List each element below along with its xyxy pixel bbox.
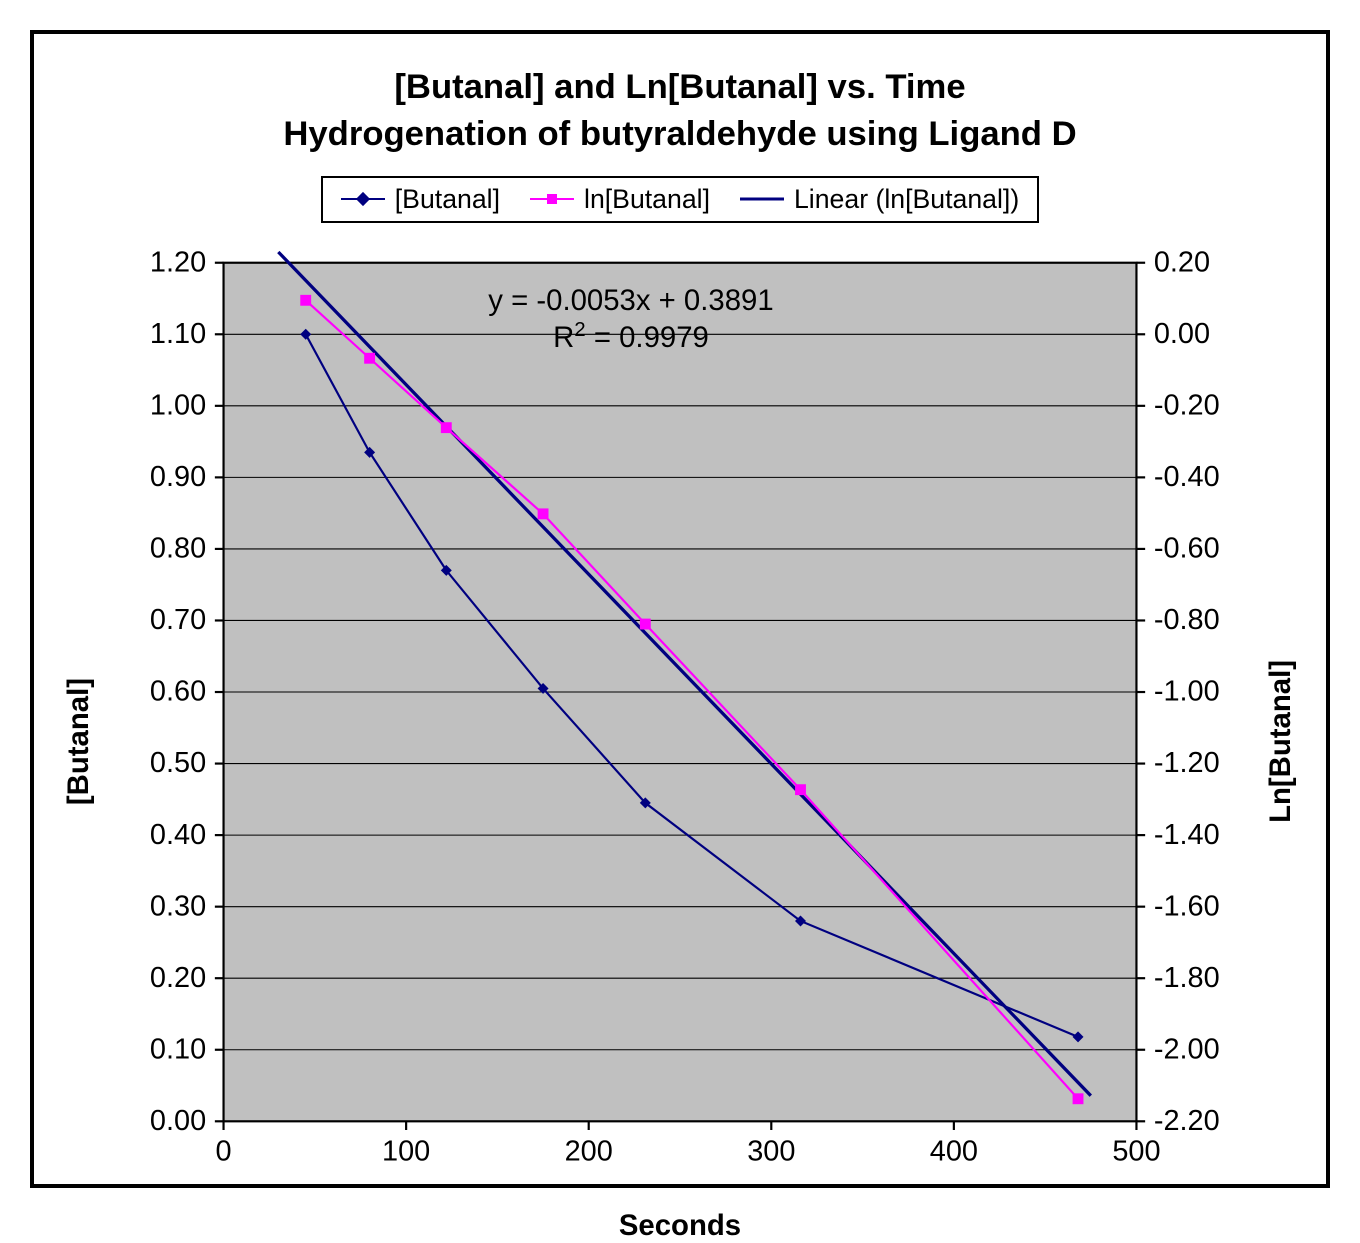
svg-text:0.40: 0.40 [150,818,206,850]
legend-item-linear-fit: Linear (ln[Butanal]) [740,184,1019,215]
svg-text:300: 300 [747,1135,795,1167]
chart-legend: [Butanal] ln[Butanal] Linear (ln[Butanal… [321,176,1039,223]
svg-text:0.50: 0.50 [150,747,206,779]
chart-svg: 0 100 200 300 400 500 0.00 0.10 0.20 0.30 0.40 0.50… [104,241,1256,1197]
legend-label-butanal: [Butanal] [395,184,500,215]
svg-text:0.60: 0.60 [150,675,206,707]
svg-text:-1.40: -1.40 [1154,818,1220,850]
legend-item-butanal: [Butanal] [341,184,500,215]
svg-text:0.00: 0.00 [1154,318,1210,350]
svg-text:0.10: 0.10 [150,1033,206,1065]
svg-text:-0.40: -0.40 [1154,461,1220,493]
x-axis-label: Seconds [104,1197,1256,1243]
svg-text:-0.80: -0.80 [1154,604,1220,636]
legend-swatch-linear-fit [740,191,784,207]
svg-text:-2.00: -2.00 [1154,1033,1220,1065]
svg-text:-1.60: -1.60 [1154,890,1220,922]
trendline-equation: y = -0.0053x + 0.3891 R2 = 0.9979 [488,284,773,355]
svg-text:1.00: 1.00 [150,389,206,421]
chart-frame: [Butanal] and Ln[Butanal] vs. Time Hydro… [30,30,1330,1188]
svg-text:-0.60: -0.60 [1154,532,1220,564]
y-axis-right-label: Ln[Butanal] [1256,241,1306,1243]
svg-text:1.20: 1.20 [150,246,206,278]
svg-text:0.70: 0.70 [150,604,206,636]
legend-item-ln-butanal: ln[Butanal] [530,184,710,215]
svg-text:-1.20: -1.20 [1154,747,1220,779]
chart-title: [Butanal] and Ln[Butanal] vs. Time Hydro… [283,64,1076,158]
svg-text:0.20: 0.20 [150,961,206,993]
svg-text:-2.20: -2.20 [1154,1105,1220,1137]
legend-label-linear-fit: Linear (ln[Butanal]) [794,184,1019,215]
svg-text:1.10: 1.10 [150,318,206,350]
svg-text:-1.00: -1.00 [1154,675,1220,707]
svg-text:-0.20: -0.20 [1154,389,1220,421]
legend-swatch-butanal [341,191,385,207]
svg-text:0.20: 0.20 [1154,246,1210,278]
svg-text:200: 200 [565,1135,613,1167]
legend-label-ln-butanal: ln[Butanal] [584,184,710,215]
svg-text:400: 400 [930,1135,978,1167]
legend-swatch-ln-butanal [530,191,574,207]
chart-title-line2: Hydrogenation of butyraldehyde using Lig… [283,111,1076,158]
chart-title-line1: [Butanal] and Ln[Butanal] vs. Time [283,64,1076,111]
svg-text:500: 500 [1112,1135,1160,1167]
svg-text:100: 100 [382,1135,430,1167]
svg-text:0: 0 [216,1135,232,1167]
svg-text:0.80: 0.80 [150,532,206,564]
y-axis-left-label: [Butanal] [54,241,104,1243]
svg-text:0.90: 0.90 [150,461,206,493]
svg-text:-1.80: -1.80 [1154,961,1220,993]
plot-zone: [Butanal] y = -0.0053x + 0.3891 R2 = 0.9… [54,241,1306,1243]
svg-text:0.00: 0.00 [150,1105,206,1137]
equation-line1: y = -0.0053x + 0.3891 [488,284,773,318]
svg-text:0.30: 0.30 [150,890,206,922]
equation-line2: R2 = 0.9979 [488,318,773,355]
